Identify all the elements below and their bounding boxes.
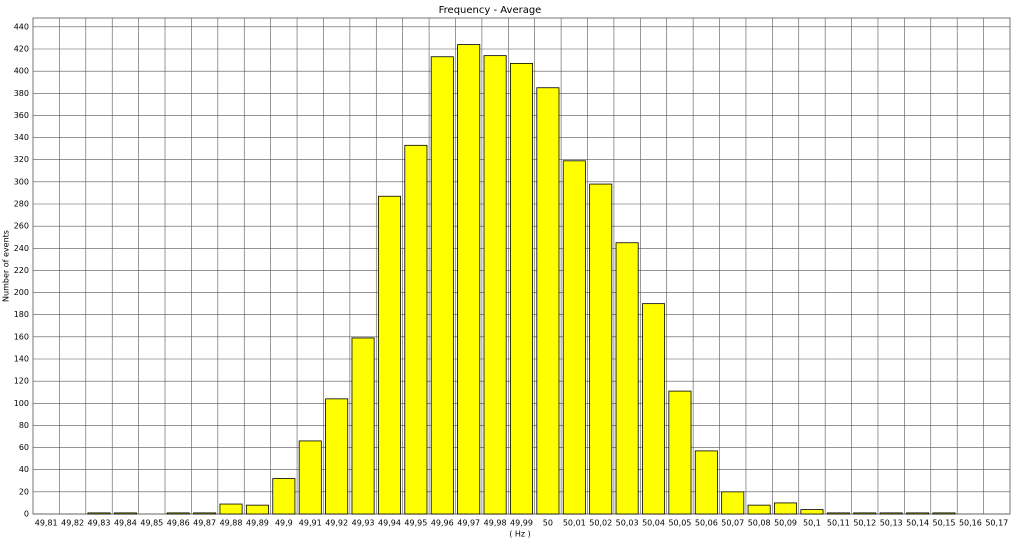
bar xyxy=(325,398,349,515)
bar xyxy=(298,440,322,515)
x-tick-label: 49,87 xyxy=(193,519,216,528)
bar xyxy=(483,55,507,515)
bar xyxy=(853,512,877,515)
x-tick-label: 50,09 xyxy=(774,519,797,528)
x-tick-label: 50,11 xyxy=(827,519,850,528)
bar xyxy=(351,337,375,515)
y-tick-label: 120 xyxy=(14,377,29,386)
x-tick-label: 49,95 xyxy=(404,519,427,528)
bar xyxy=(113,512,137,515)
bar xyxy=(694,450,718,515)
x-tick-label: 49,82 xyxy=(61,519,84,528)
bar xyxy=(906,512,930,515)
bar xyxy=(87,512,111,515)
y-tick-label: 380 xyxy=(14,89,29,98)
bar xyxy=(589,183,613,515)
x-tick-label: 50,08 xyxy=(748,519,771,528)
x-tick-label: 49,98 xyxy=(484,519,507,528)
bar xyxy=(642,303,666,515)
bar xyxy=(747,504,771,515)
x-tick-label: 49,92 xyxy=(325,519,348,528)
x-tick-label: 49,99 xyxy=(510,519,533,528)
bar xyxy=(166,512,190,515)
chart-title: Frequency - Average xyxy=(439,5,542,16)
x-tick-label: 50,12 xyxy=(853,519,876,528)
y-tick-label: 60 xyxy=(19,443,29,452)
x-tick-label: 49,9 xyxy=(275,519,293,528)
x-tick-label: 50,05 xyxy=(668,519,691,528)
y-tick-label: 200 xyxy=(14,288,29,297)
x-tick-label: 50,16 xyxy=(959,519,982,528)
y-tick-label: 420 xyxy=(14,45,29,54)
x-tick-label: 49,94 xyxy=(378,519,401,528)
x-axis-label: ( Hz ) xyxy=(509,530,531,539)
y-tick-label: 20 xyxy=(19,487,29,496)
bar xyxy=(668,390,692,515)
x-tick-label: 49,86 xyxy=(167,519,190,528)
y-tick-label: 440 xyxy=(14,22,29,31)
bar xyxy=(404,144,428,515)
bar xyxy=(721,491,745,515)
y-tick-label: 360 xyxy=(14,111,29,120)
x-tick-label: 50,07 xyxy=(721,519,744,528)
y-tick-label: 260 xyxy=(14,222,29,231)
y-tick-label: 340 xyxy=(14,133,29,142)
y-tick-label: 400 xyxy=(14,67,29,76)
y-tick-label: 220 xyxy=(14,266,29,275)
x-tick-label: 50,1 xyxy=(803,519,821,528)
bar xyxy=(457,44,481,515)
bar xyxy=(879,512,903,515)
y-axis-label: Number of events xyxy=(2,230,11,302)
x-tick-label: 50,17 xyxy=(985,519,1008,528)
x-tick-label: 49,81 xyxy=(35,519,58,528)
x-tick-label: 49,91 xyxy=(299,519,322,528)
bar xyxy=(219,503,243,515)
x-tick-label: 49,93 xyxy=(352,519,375,528)
bar xyxy=(800,509,824,515)
bar xyxy=(774,502,798,515)
x-tick-label: 50,03 xyxy=(616,519,639,528)
bar xyxy=(536,87,560,515)
bar xyxy=(562,160,586,515)
y-tick-label: 0 xyxy=(24,510,29,519)
x-tick-label: 50,02 xyxy=(589,519,612,528)
y-tick-label: 160 xyxy=(14,332,29,341)
x-tick-label: 50,04 xyxy=(642,519,665,528)
bar xyxy=(245,504,269,515)
x-tick-label: 49,83 xyxy=(88,519,111,528)
x-tick-label: 49,84 xyxy=(114,519,137,528)
bar xyxy=(615,242,639,515)
y-tick-label: 40 xyxy=(19,465,29,474)
bar xyxy=(932,512,956,515)
x-tick-label: 49,96 xyxy=(431,519,454,528)
x-tick-label: 50,13 xyxy=(880,519,903,528)
bar xyxy=(377,195,401,515)
y-tick-label: 280 xyxy=(14,200,29,209)
bar xyxy=(510,62,533,515)
y-tick-label: 180 xyxy=(14,310,29,319)
x-tick-label: 49,88 xyxy=(220,519,243,528)
x-tick-label: 49,97 xyxy=(457,519,480,528)
x-tick-label: 49,89 xyxy=(246,519,269,528)
x-tick-label: 50 xyxy=(543,519,553,528)
bar xyxy=(193,512,217,515)
y-tick-label: 140 xyxy=(14,355,29,364)
bar xyxy=(430,56,454,515)
x-tick-label: 50,15 xyxy=(933,519,956,528)
bar xyxy=(272,478,296,515)
y-tick-label: 80 xyxy=(19,421,29,430)
y-tick-label: 320 xyxy=(14,155,29,164)
x-tick-label: 50,06 xyxy=(695,519,718,528)
bar xyxy=(826,512,850,515)
y-tick-label: 240 xyxy=(14,244,29,253)
x-tick-label: 50,14 xyxy=(906,519,929,528)
x-tick-label: 50,01 xyxy=(563,519,586,528)
y-tick-label: 100 xyxy=(14,399,29,408)
x-tick-label: 49,85 xyxy=(140,519,163,528)
y-tick-label: 300 xyxy=(14,177,29,186)
